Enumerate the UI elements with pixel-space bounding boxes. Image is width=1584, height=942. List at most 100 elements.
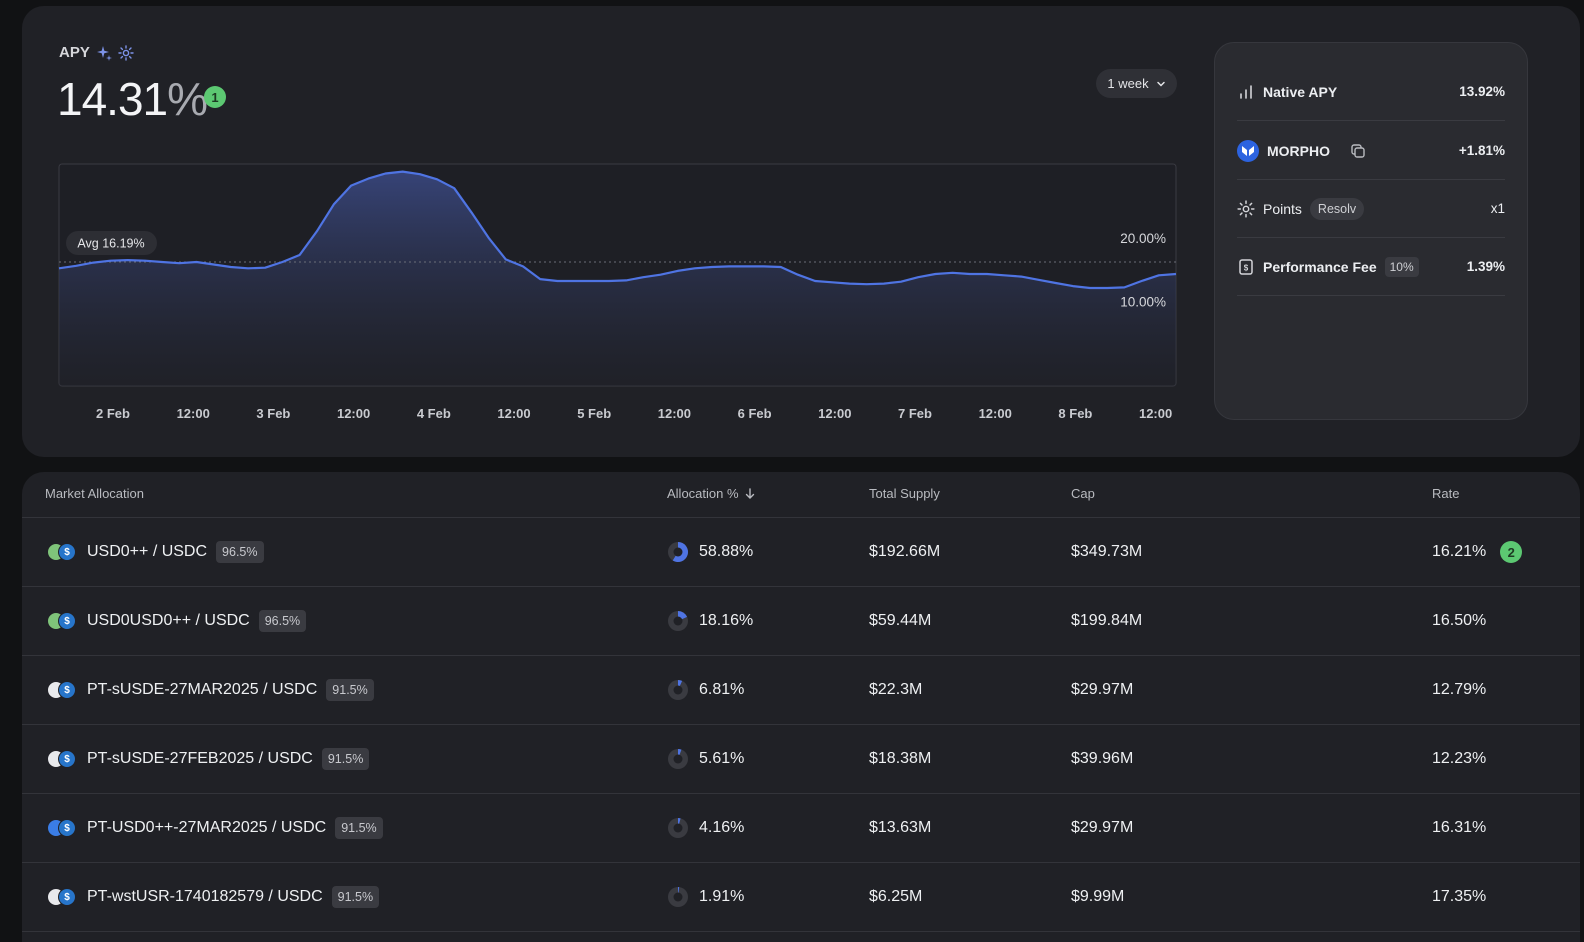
morpho-label: MORPHO xyxy=(1267,142,1330,159)
rate-value: 16.21% xyxy=(1432,543,1487,560)
lltv-badge: 91.5% xyxy=(321,748,370,770)
apy-chart: Avg 16.19% 20.00% 10.00% 2 Feb 12:00 3 Feb 12:… xyxy=(58,163,1177,421)
lltv-badge: 91.5% xyxy=(335,817,383,839)
y-tick-label: 10.00% xyxy=(1120,294,1166,309)
x-tick-label: 12:00 xyxy=(497,406,530,421)
sparkle-icon xyxy=(96,45,112,61)
lltv-badge: 91.5% xyxy=(326,679,374,701)
performance-fee-value: 1.39% xyxy=(1466,259,1505,274)
morpho-row: MORPHO +1.81% xyxy=(1237,122,1505,180)
x-tick-label: 5 Feb xyxy=(577,406,611,421)
chevron-down-icon xyxy=(1156,81,1165,87)
market-name: USD0USD0++ / USDC xyxy=(87,612,250,629)
x-tick-label: 2 Feb xyxy=(96,406,130,421)
sun-points-icon xyxy=(1237,199,1255,218)
performance-fee-row: $ Performance Fee 10% 1.39% xyxy=(1237,238,1505,296)
lltv-badge: 91.5% xyxy=(331,886,380,908)
allocation-value: 58.88% xyxy=(699,543,754,560)
bar-chart-icon xyxy=(1240,84,1252,99)
x-tick-label: 12:00 xyxy=(1139,406,1172,421)
market-cell: $ PT-sUSDE-27FEB2025 / USDC 91.5% xyxy=(47,725,370,793)
x-tick-label: 8 Feb xyxy=(1058,406,1092,421)
market-pair-icon: $ xyxy=(47,612,77,630)
y-tick-label: 20.00% xyxy=(1120,231,1166,246)
table-row[interactable]: $ PT-wstUSR-1740182579 / USDC 91.5% 1.91% $6… xyxy=(22,863,1580,932)
market-name: PT-sUSDE-27FEB2025 / USDC xyxy=(87,750,313,767)
points-program-tag: Resolv xyxy=(1309,197,1365,220)
total-supply-value: $6.25M xyxy=(869,888,923,905)
allocation-cell: 18.16% xyxy=(667,587,753,655)
col-header-allocation[interactable]: Allocation % xyxy=(667,486,756,501)
market-cell: $ PT-sUSDE-27MAR2025 / USDC 91.5% xyxy=(47,656,374,724)
native-apy-value: 13.92% xyxy=(1459,84,1505,99)
market-pair-icon: $ xyxy=(47,819,77,837)
apy-header: APY xyxy=(59,44,134,61)
x-tick-label: 12:00 xyxy=(818,406,851,421)
allocation-value: 5.61% xyxy=(699,750,745,767)
allocation-pie-icon xyxy=(668,818,688,838)
col-header-market[interactable]: Market Allocation xyxy=(45,486,144,501)
time-range-select[interactable]: 1 week xyxy=(1096,69,1177,98)
allocation-pie-icon xyxy=(668,680,688,700)
col-header-rate[interactable]: Rate xyxy=(1432,486,1460,501)
rate-cell: 16.21% 2 xyxy=(1432,518,1523,586)
morpho-value: +1.81% xyxy=(1458,143,1505,158)
x-tick-label: 4 Feb xyxy=(417,406,451,421)
allocation-cell: 4.16% xyxy=(667,794,744,862)
rate-cell: 12.79% xyxy=(1432,656,1486,724)
x-tick-label: 12:00 xyxy=(337,406,370,421)
apy-card: APY 14.31% 1 1 week Avg 16.19% 20.00% 10.0… xyxy=(22,6,1580,457)
cap-value: $29.97M xyxy=(1071,681,1134,698)
market-cell: $ USD0++ / USDC 96.5% xyxy=(47,518,264,586)
svg-text:$: $ xyxy=(1244,263,1249,272)
total-supply-value: $59.44M xyxy=(869,612,932,629)
total-supply-value: $13.63M xyxy=(869,819,932,836)
table-header-divider xyxy=(22,517,1580,518)
x-tick-label: 3 Feb xyxy=(256,406,290,421)
allocation-cell: 5.61% xyxy=(667,725,744,793)
apy-area-fill xyxy=(59,171,1176,386)
sort-arrow-down-icon xyxy=(745,487,754,499)
table-row[interactable]: $ USD0++ / USDC 96.5% 58.88% $192.66M $349.73… xyxy=(22,518,1580,587)
allocation-cell: 58.88% xyxy=(667,518,753,586)
rate-value: 16.31% xyxy=(1432,819,1487,836)
market-pair-icon: $ xyxy=(47,543,77,561)
lltv-badge: 96.5% xyxy=(258,610,307,632)
points-row: Points Resolv x1 xyxy=(1237,180,1505,238)
table-row[interactable]: $ USD0USD0++ / USDC 96.5% 18.16% $59.44M $199… xyxy=(22,587,1580,656)
market-pair-icon: $ xyxy=(47,750,77,768)
x-tick-label: 7 Feb xyxy=(898,406,932,421)
table-row[interactable]: $ PT-sUSDE-27MAR2025 / USDC 91.5% 6.81% $22.… xyxy=(22,656,1580,725)
market-pair-icon: $ xyxy=(47,888,77,906)
time-range-label: 1 week xyxy=(1107,76,1149,91)
apy-label: APY xyxy=(59,44,90,61)
table-row[interactable]: $ PT-USD0++-27MAR2025 / USDC 91.5% 4.16% $13… xyxy=(22,794,1580,863)
morpho-logo-icon xyxy=(1237,139,1259,162)
allocation-cell: 1.91% xyxy=(667,863,744,931)
col-header-total-supply[interactable]: Total Supply xyxy=(869,486,940,501)
rate-info-badge[interactable]: 2 xyxy=(1500,541,1523,563)
fee-receipt-icon: $ xyxy=(1239,258,1253,275)
market-cell: $ USD0USD0++ / USDC 96.5% xyxy=(47,587,307,655)
x-tick-label: 12:00 xyxy=(658,406,691,421)
rate-value: 12.79% xyxy=(1432,681,1487,698)
native-apy-label: Native APY xyxy=(1263,83,1338,100)
cap-value: $29.97M xyxy=(1071,819,1134,836)
apy-breakdown-panel: Native APY 13.92% MORPHO +1.81% Points R… xyxy=(1214,42,1528,420)
rate-cell: 17.35% xyxy=(1432,863,1486,931)
allocation-pie-icon xyxy=(668,749,688,769)
market-cell: $ PT-USD0++-27MAR2025 / USDC 91.5% xyxy=(47,794,383,862)
allocation-pie-icon xyxy=(668,887,688,907)
col-header-cap[interactable]: Cap xyxy=(1071,486,1095,501)
allocation-pie-icon xyxy=(668,611,688,631)
copy-icon[interactable] xyxy=(1350,143,1366,159)
cap-value: $39.96M xyxy=(1071,750,1134,767)
allocation-value: 1.91% xyxy=(699,888,745,905)
performance-fee-label: Performance Fee xyxy=(1263,258,1377,275)
market-pair-icon: $ xyxy=(47,681,77,699)
lltv-badge: 96.5% xyxy=(216,541,264,563)
apy-info-badge[interactable]: 1 xyxy=(204,86,226,108)
market-name: PT-wstUSR-1740182579 / USDC xyxy=(87,888,323,905)
table-row[interactable]: $ PT-sUSDE-27FEB2025 / USDC 91.5% 5.61% $18.… xyxy=(22,725,1580,794)
allocation-cell: 6.81% xyxy=(667,656,744,724)
